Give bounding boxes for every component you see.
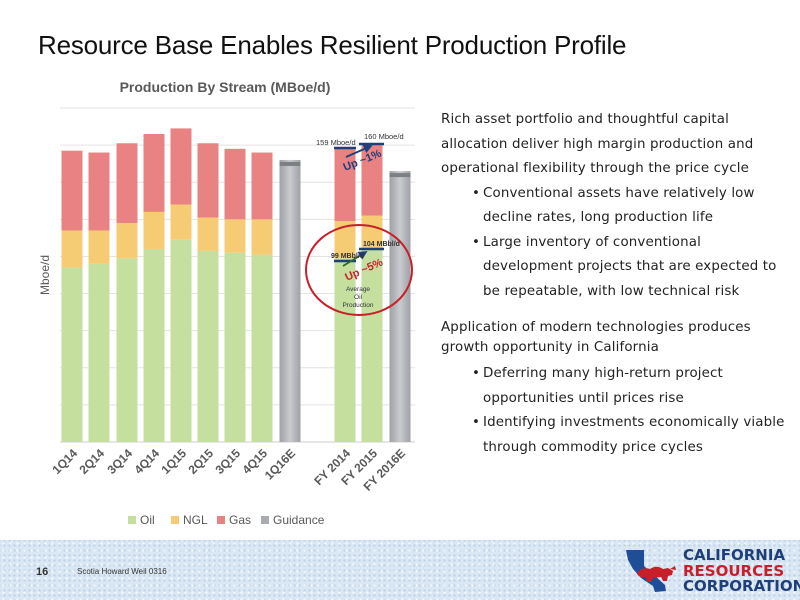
highlight-circle bbox=[305, 224, 413, 316]
x-tick-label: 2Q15 bbox=[185, 446, 216, 477]
bar-gas-4q14 bbox=[143, 133, 165, 212]
bullet-item: Identifying investments economically via… bbox=[472, 411, 786, 460]
bar-gas-2q15 bbox=[197, 143, 219, 218]
legend-swatch-gas bbox=[217, 516, 225, 524]
bar-ngl-1q15 bbox=[170, 204, 192, 240]
legend-swatch-oil bbox=[128, 516, 136, 524]
bar-gas-3q14 bbox=[116, 143, 138, 224]
bar-oil-4q15 bbox=[251, 254, 273, 442]
paragraph-1: Rich asset portfolio and thoughtful capi… bbox=[441, 112, 754, 176]
up-arrow-icon bbox=[345, 144, 373, 158]
x-tick-label: 1Q16E bbox=[262, 446, 298, 482]
annotation-oil-note: Average bbox=[346, 286, 370, 293]
bar-guidance-1q16e bbox=[279, 159, 301, 442]
bar-oil-fy-2014 bbox=[334, 258, 356, 442]
logo-line-2: RESOURCES bbox=[683, 561, 785, 580]
annotation-oil-fy2014: 99 MBbl/d bbox=[331, 253, 364, 260]
bar-ngl-2q15 bbox=[197, 217, 219, 251]
bar-ngl-4q14 bbox=[143, 211, 165, 250]
footer-band bbox=[0, 540, 800, 600]
bar-ngl-fy-2015 bbox=[361, 215, 383, 250]
x-tick-label: 1Q15 bbox=[158, 446, 189, 477]
footer-note: Scotia Howard Weil 0316 bbox=[77, 567, 167, 576]
bar-guidance-fy-2016e bbox=[389, 171, 411, 443]
bullet-list-1: Conventional assets have relatively low … bbox=[441, 182, 786, 305]
x-tick-label: 3Q15 bbox=[212, 446, 243, 477]
guidance-band bbox=[389, 173, 411, 178]
logo-line-3: CORPORATION bbox=[683, 577, 800, 595]
legend: Oil NGL Gas Guidance bbox=[128, 513, 325, 527]
company-logo-text: CALIFORNIA RESOURCES CORPORATION bbox=[683, 546, 800, 595]
legend-label-guidance: Guidance bbox=[273, 513, 325, 527]
bar-ngl-1q14 bbox=[61, 230, 83, 268]
annotation-total-fy2014: 159 Mboe/d bbox=[316, 138, 356, 147]
up-arrow-icon bbox=[342, 251, 368, 267]
y-axis-label: Mboe/d bbox=[38, 255, 52, 295]
legend-label-gas: Gas bbox=[229, 513, 251, 527]
bar-oil-2q15 bbox=[197, 250, 219, 442]
bar-ngl-fy-2014 bbox=[334, 221, 356, 259]
bar-gas-3q15 bbox=[224, 148, 246, 220]
page-number: 16 bbox=[36, 566, 49, 578]
annotation-oil-note: Oil bbox=[354, 294, 363, 301]
bullet-list-2: Deferring many high-return project oppor… bbox=[441, 362, 786, 460]
bar-gas-1q14 bbox=[61, 150, 83, 231]
chart-title: Production By Stream (MBoe/d) bbox=[120, 79, 331, 95]
bullet-item: Deferring many high-return project oppor… bbox=[472, 362, 786, 411]
bar-oil-2q14 bbox=[88, 263, 110, 442]
bullet-item: Large inventory of conventional developm… bbox=[472, 231, 786, 305]
bar-gas-1q15 bbox=[170, 128, 192, 205]
x-tick-label: 4Q14 bbox=[131, 446, 162, 477]
bar-gas-4q15 bbox=[251, 152, 273, 220]
bar-oil-fy-2015 bbox=[361, 249, 383, 442]
bar-ngl-3q15 bbox=[224, 219, 246, 253]
x-tick-label: 2Q14 bbox=[76, 446, 107, 477]
bar-oil-4q14 bbox=[143, 249, 165, 442]
x-tick-label: 1Q14 bbox=[49, 446, 80, 477]
logo-line-1: CALIFORNIA bbox=[683, 546, 786, 564]
paragraph-2: Application of modern technologies produ… bbox=[441, 320, 751, 355]
annotation-oil-note: Production bbox=[342, 302, 373, 309]
bar-ngl-4q15 bbox=[251, 219, 273, 255]
legend-swatch-guidance bbox=[261, 516, 269, 524]
guidance-band bbox=[279, 161, 301, 166]
bar-ngl-2q14 bbox=[88, 230, 110, 264]
slide-title: Resource Base Enables Resilient Producti… bbox=[38, 30, 627, 60]
bar-ngl-3q14 bbox=[116, 223, 138, 259]
bar-oil-1q14 bbox=[61, 267, 83, 442]
production-chart: Production By Stream (MBoe/d) Mboe/d 1Q1… bbox=[38, 79, 415, 527]
bar-oil-3q15 bbox=[224, 252, 246, 442]
bars bbox=[61, 128, 411, 443]
x-tick-label: 3Q14 bbox=[104, 446, 135, 477]
bar-oil-1q15 bbox=[170, 239, 192, 442]
annotation-total-fy2015: 160 Mboe/d bbox=[364, 132, 404, 141]
bullet-item: Conventional assets have relatively low … bbox=[472, 182, 786, 231]
bar-gas-fy-2014 bbox=[334, 146, 356, 222]
legend-label-ngl: NGL bbox=[183, 513, 208, 527]
text-panel: Rich asset portfolio and thoughtful capi… bbox=[441, 108, 786, 460]
bar-gas-fy-2015 bbox=[361, 145, 383, 216]
bar-gas-2q14 bbox=[88, 152, 110, 231]
bar-oil-3q14 bbox=[116, 258, 138, 442]
annotation-oil-fy2015: 104 MBbl/d bbox=[363, 241, 400, 248]
legend-label-oil: Oil bbox=[140, 513, 155, 527]
legend-swatch-ngl bbox=[171, 516, 179, 524]
california-map-logo-icon bbox=[626, 550, 676, 592]
